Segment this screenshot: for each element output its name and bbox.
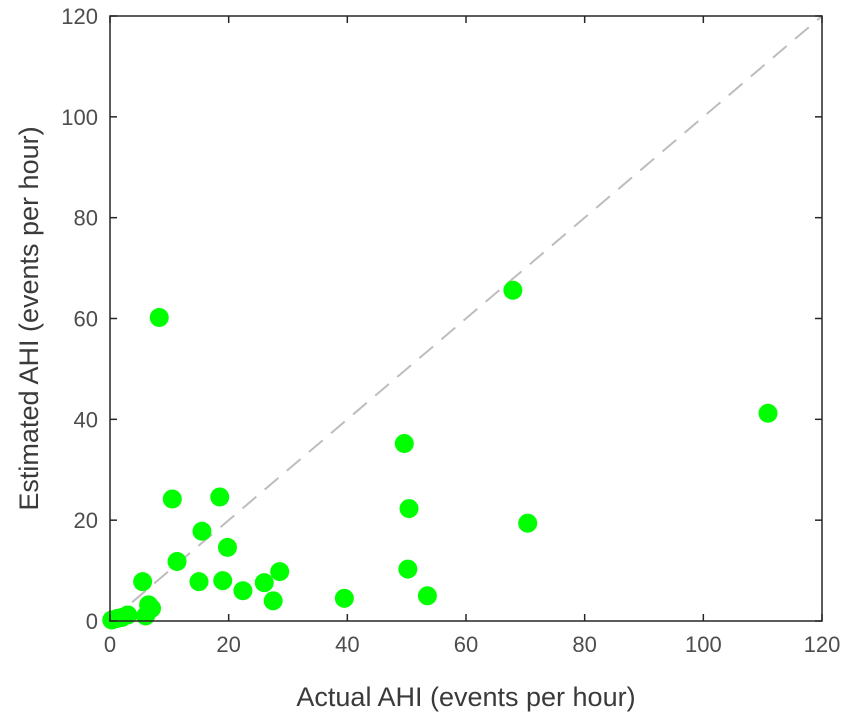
x-tick-label: 100 <box>685 632 722 657</box>
data-point <box>398 559 418 579</box>
y-tick-label: 40 <box>74 407 98 432</box>
y-tick-label: 80 <box>74 206 98 231</box>
data-point <box>503 280 523 300</box>
x-tick-label: 80 <box>572 632 596 657</box>
y-tick-label: 0 <box>86 609 98 634</box>
data-point <box>149 307 169 327</box>
data-point <box>233 581 253 601</box>
data-point <box>399 499 419 519</box>
x-tick-label: 20 <box>216 632 240 657</box>
data-point <box>142 598 162 618</box>
data-point <box>263 591 283 611</box>
data-point <box>118 605 138 625</box>
x-tick-label: 0 <box>104 632 116 657</box>
x-tick-label: 60 <box>454 632 478 657</box>
data-point <box>217 537 237 557</box>
x-axis-title: Actual AHI (events per hour) <box>296 682 635 712</box>
y-tick-label: 100 <box>61 105 98 130</box>
data-point <box>417 586 437 606</box>
x-tick-label: 40 <box>335 632 359 657</box>
data-point <box>162 489 182 509</box>
y-tick-label: 20 <box>74 508 98 533</box>
data-point <box>254 573 274 593</box>
data-point <box>213 571 233 591</box>
data-point <box>210 487 230 507</box>
y-tick-label: 60 <box>74 307 98 332</box>
data-point <box>133 572 153 592</box>
data-point <box>758 403 778 423</box>
x-tick-label: 120 <box>804 632 841 657</box>
identity-reference-line <box>109 15 823 622</box>
data-point <box>518 513 538 533</box>
data-point <box>167 552 187 572</box>
y-tick-label: 120 <box>61 4 98 29</box>
data-point <box>394 434 414 454</box>
data-point <box>270 562 290 582</box>
data-point <box>334 588 354 608</box>
data-point <box>192 521 212 541</box>
y-axis-title: Estimated AHI (events per hour) <box>14 126 44 510</box>
data-point <box>189 572 209 592</box>
